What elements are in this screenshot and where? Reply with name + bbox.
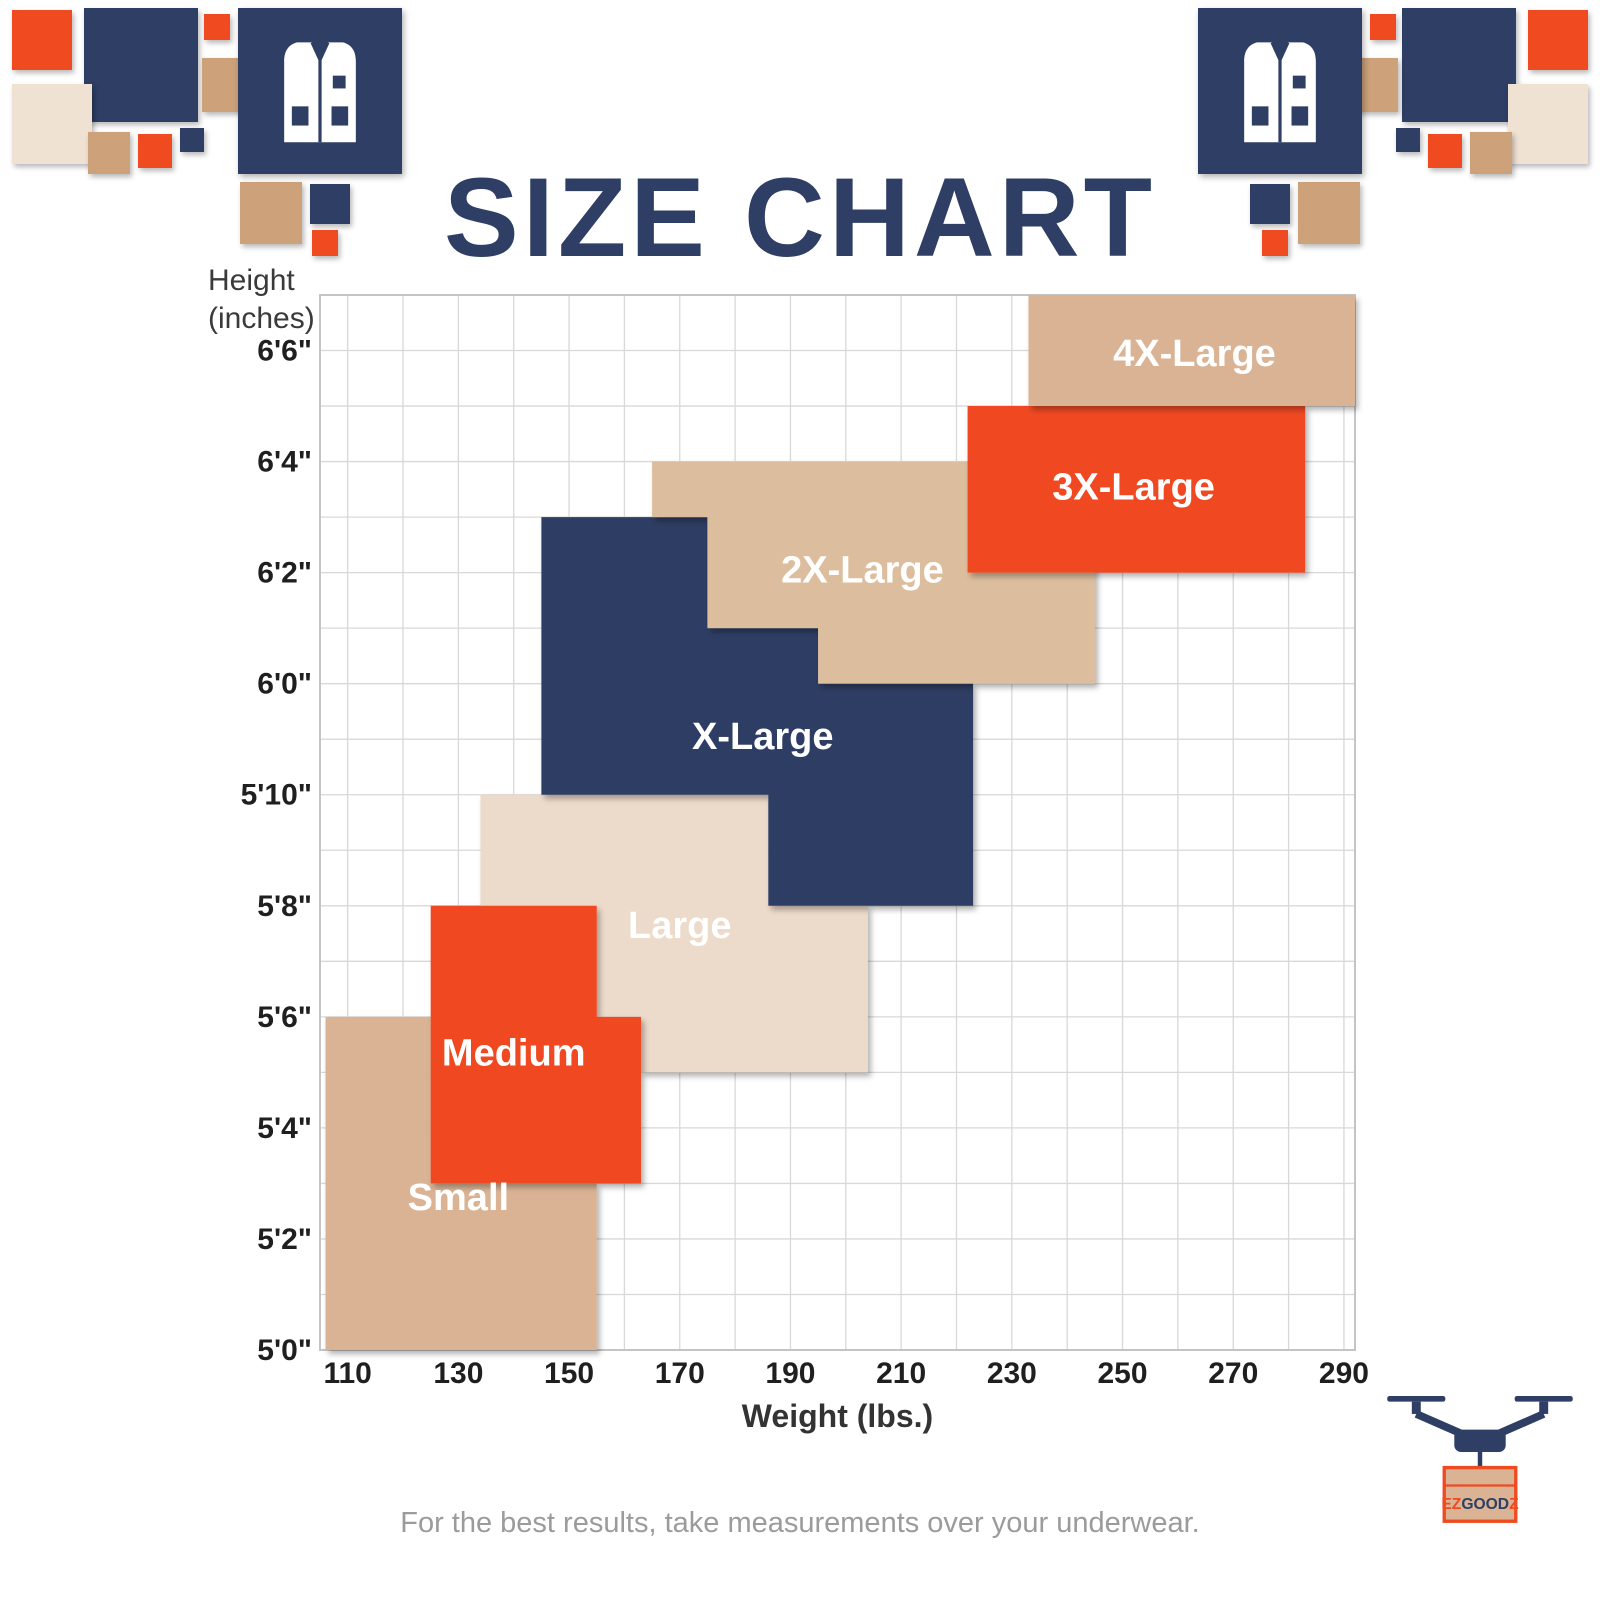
lab-coat-icon <box>284 41 356 143</box>
region-label-2x-large: 2X-Large <box>781 550 944 592</box>
mosaic-square <box>310 184 350 224</box>
y-tick-label: 5'8" <box>257 890 312 923</box>
mosaic-square <box>1298 182 1360 244</box>
mosaic-square <box>1396 128 1420 152</box>
mosaic-square <box>1470 132 1512 174</box>
mosaic-square <box>1370 14 1396 40</box>
y-tick-label: 6'0" <box>257 668 312 701</box>
region-label-3x-large: 3X-Large <box>1052 466 1215 508</box>
y-axis-title: Height (inches) <box>208 262 315 337</box>
y-tick-label: 6'4" <box>257 446 312 479</box>
y-tick-label: 6'6" <box>257 335 312 368</box>
x-tick-label: 230 <box>987 1357 1037 1390</box>
x-tick-label: 270 <box>1208 1357 1258 1390</box>
mosaic-square <box>88 132 130 174</box>
mosaic-square <box>84 8 198 122</box>
mosaic-square <box>240 182 302 244</box>
lab-coat-icon <box>1244 41 1316 143</box>
x-tick-label: 210 <box>876 1357 926 1390</box>
y-tick-label: 5'0" <box>257 1334 312 1367</box>
x-tick-label: 150 <box>544 1357 594 1390</box>
region-label-small: Small <box>408 1177 509 1219</box>
x-tick-label: 290 <box>1319 1357 1369 1390</box>
page-title: SIZE CHART <box>444 155 1156 281</box>
region-label-medium: Medium <box>442 1033 586 1075</box>
brand-text: EZGOODZ <box>1441 1496 1519 1513</box>
y-tick-label: 5'2" <box>257 1223 312 1256</box>
mosaic-square <box>1402 8 1516 122</box>
mosaic-square <box>1528 10 1588 70</box>
drone-icon: EZGOODZ <box>1387 1396 1573 1523</box>
region-medium <box>430 905 642 1184</box>
mosaic-square <box>1508 84 1588 164</box>
region-label-x-large: X-Large <box>692 716 833 758</box>
y-tick-label: 6'2" <box>257 557 312 590</box>
x-tick-label: 130 <box>433 1357 483 1390</box>
y-tick-label: 5'10" <box>241 779 312 812</box>
region-label-4x-large: 4X-Large <box>1113 333 1276 375</box>
mosaic-square <box>12 84 92 164</box>
x-tick-label: 170 <box>655 1357 705 1390</box>
region-4x-large <box>1028 295 1355 407</box>
region-label-large: Large <box>628 905 731 947</box>
mosaic-square <box>138 134 172 168</box>
footer-note: For the best results, take measurements … <box>400 1507 1200 1539</box>
y-axis-title-line1: Height <box>208 264 295 297</box>
x-tick-label: 250 <box>1098 1357 1148 1390</box>
mosaic-square <box>12 10 72 70</box>
plot-border <box>319 294 1356 1351</box>
region-3x-large <box>967 406 1306 573</box>
lab-coat-badge-left <box>238 8 402 174</box>
mosaic-square <box>1428 134 1462 168</box>
x-tick-label: 190 <box>765 1357 815 1390</box>
x-tick-label: 110 <box>323 1357 371 1390</box>
y-tick-label: 5'4" <box>257 1112 312 1145</box>
mosaic-square <box>312 230 338 256</box>
y-tick-label: 5'6" <box>257 1001 312 1034</box>
mosaic-square <box>180 128 204 152</box>
region-x-large <box>541 517 974 906</box>
x-axis-title: Weight (lbs.) <box>741 1398 934 1434</box>
mosaic-square <box>1262 230 1288 256</box>
brand-logo: EZGOODZ <box>1385 1378 1575 1548</box>
mosaic-square <box>204 14 230 40</box>
lab-coat-badge-right <box>1198 8 1362 174</box>
y-axis-title-line2: (inches) <box>208 301 315 335</box>
mosaic-square <box>1250 184 1290 224</box>
